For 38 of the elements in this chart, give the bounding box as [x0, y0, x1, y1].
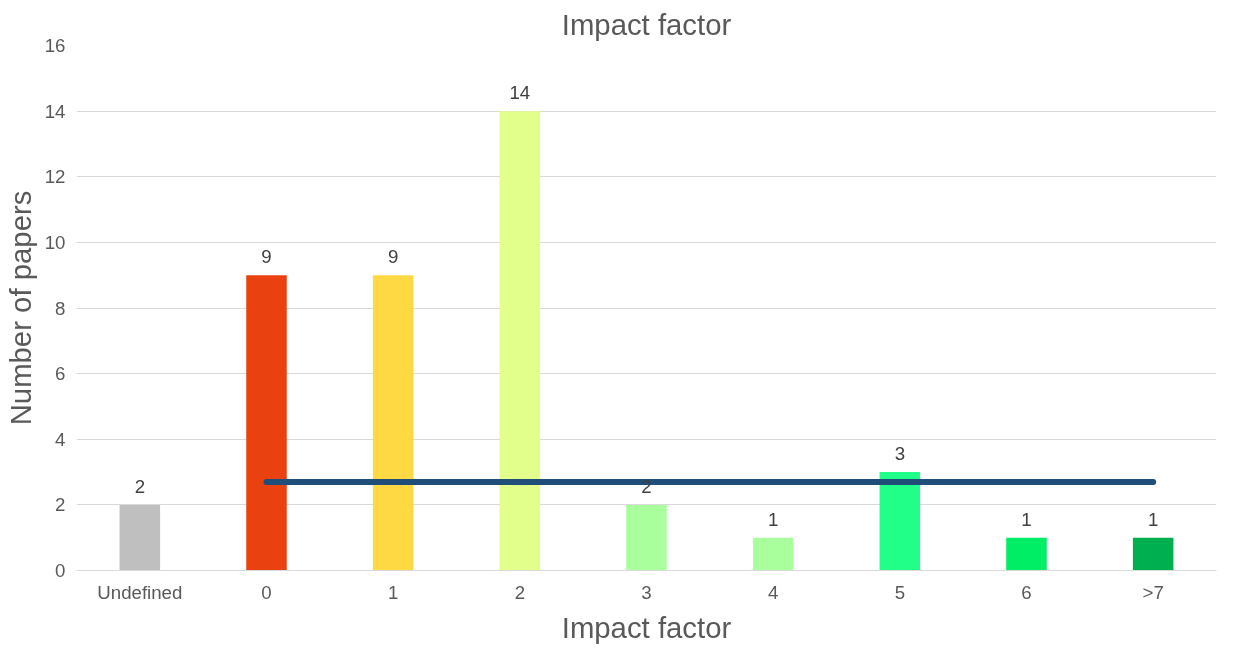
x-tick-label: 4 — [767, 581, 779, 603]
x-tick-label: Undefined — [97, 581, 183, 603]
x-tick-label: 5 — [894, 581, 906, 603]
bar — [1006, 537, 1047, 571]
bar — [879, 472, 921, 571]
x-tick-label: 2 — [514, 581, 526, 603]
data-label: 9 — [261, 246, 272, 268]
bar — [372, 275, 414, 571]
y-tick-label: 4 — [55, 428, 66, 450]
data-label: 2 — [134, 475, 146, 497]
y-tick-label: 12 — [44, 166, 66, 188]
x-tick-label: 3 — [641, 581, 652, 603]
x-tick-label: >7 — [1142, 581, 1164, 603]
y-tick-label: 16 — [44, 35, 66, 56]
data-label: 1 — [1021, 508, 1032, 530]
x-tick-label: 6 — [1021, 581, 1032, 603]
bar — [1132, 537, 1174, 571]
y-tick-label: 14 — [44, 100, 66, 122]
bar — [119, 504, 161, 571]
x-axis-title: Impact factor — [561, 610, 732, 644]
data-label: 9 — [387, 246, 399, 268]
y-tick-label: 2 — [55, 494, 66, 516]
x-tick-label: 1 — [387, 581, 399, 603]
bar — [626, 504, 667, 571]
data-label: 1 — [1147, 508, 1159, 530]
data-label: 1 — [767, 508, 779, 530]
y-axis-title: Number of papers — [3, 190, 37, 426]
y-tick-label: 10 — [44, 231, 66, 253]
y-tick-label: 0 — [55, 560, 66, 581]
data-label: 3 — [894, 443, 906, 465]
bar — [752, 537, 794, 571]
data-label: 14 — [509, 82, 531, 104]
x-tick-label: 0 — [261, 581, 272, 603]
bar — [499, 111, 541, 571]
y-tick-label: 6 — [55, 363, 66, 385]
bar — [246, 275, 287, 571]
y-tick-label: 8 — [55, 297, 66, 319]
chart-title: Impact factor — [561, 7, 732, 41]
